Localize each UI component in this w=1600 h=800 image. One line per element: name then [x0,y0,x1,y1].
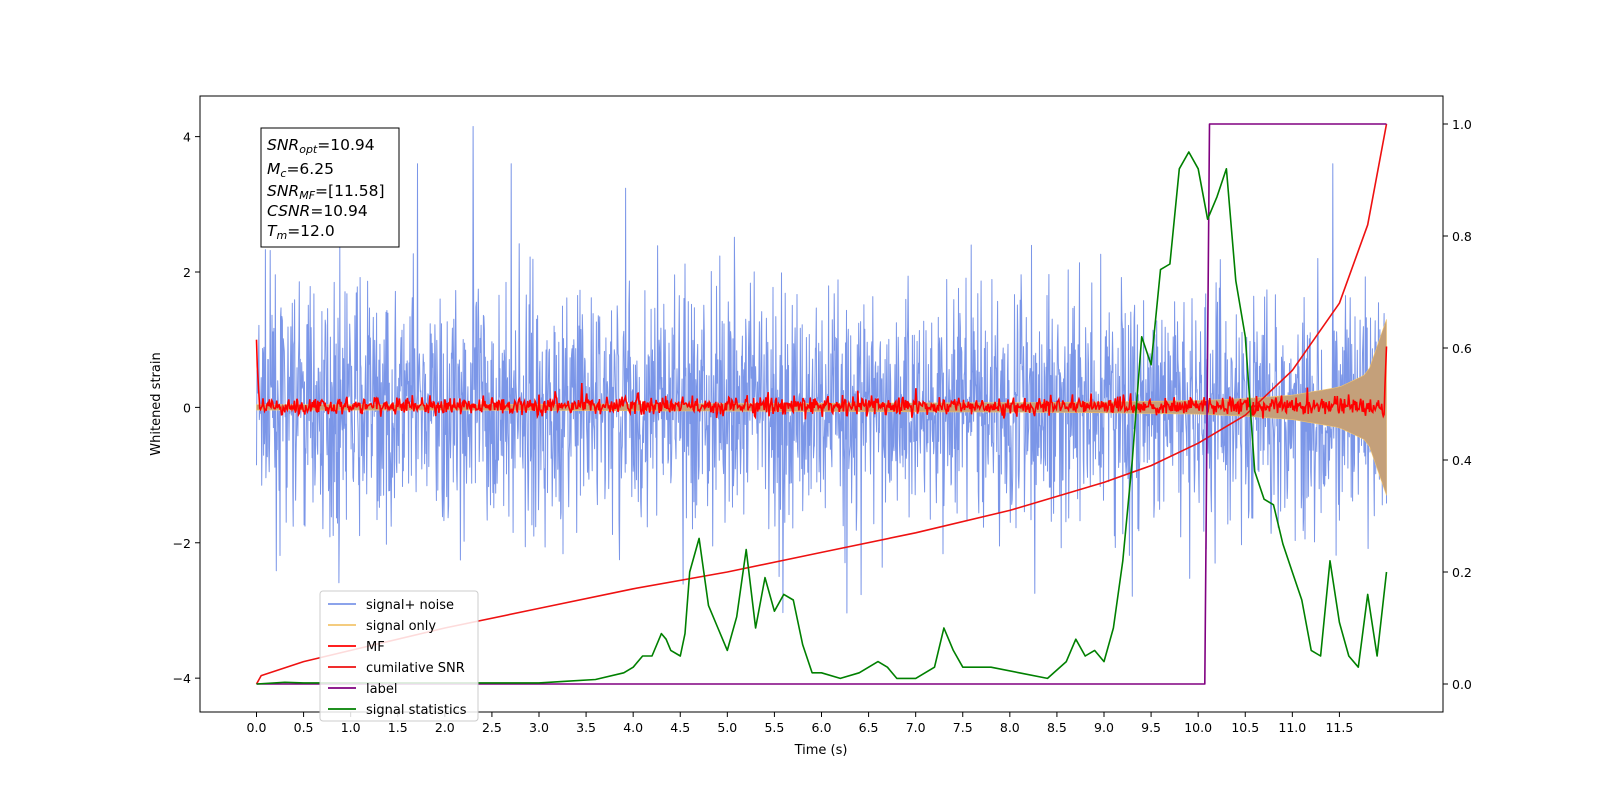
x-tick-label: 4.0 [623,720,643,735]
annotation-box: SNRopt=10.94 Mc=6.25 SNRMF=[11.58] CSNR=… [260,127,400,248]
x-tick-label: 3.5 [576,720,596,735]
annotation-snr-opt: SNRopt=10.94 [267,136,375,156]
x-tick-label: 5.0 [717,720,737,735]
x-tick-label: 8.0 [1000,720,1020,735]
legend-entry: MF [366,640,385,655]
x-tick-label: 8.5 [1047,720,1067,735]
x-tick-label: 1.0 [341,720,361,735]
y-tick-label: 2 [183,265,191,280]
y-axis-label: Whitened strain [149,352,164,455]
x-tick-label: 7.5 [953,720,973,735]
y2-tick-label: 0.4 [1452,453,1472,468]
legend-entry: cumilative SNR [366,661,465,676]
x-tick-label: 9.0 [1094,720,1114,735]
plot-area [255,123,1388,685]
x-tick-label: 0.0 [247,720,267,735]
y2-tick-label: 0.2 [1452,565,1472,580]
series-signal-statistics [256,151,1388,685]
legend-entry: signal statistics [366,703,467,718]
x-tick-label: 6.0 [812,720,832,735]
y-tick-label: −2 [173,536,191,551]
y-tick-label: 4 [183,130,191,145]
x-tick-label: 5.5 [764,720,784,735]
axis-ticks: 0.0 0.5 1.0 1.5 2.0 2.5 3.0 3.5 4.0 4.5 5.0 5.5 6.0 6… [173,117,1472,735]
series-mf [255,339,1388,420]
x-tick-label: 3.0 [529,720,549,735]
x-axis-label: Time (s) [794,743,848,758]
x-tick-label: 7.0 [906,720,926,735]
x-tick-label: 10.5 [1231,720,1259,735]
x-tick-label: 6.5 [859,720,879,735]
y2-tick-label: 0.0 [1452,677,1472,692]
annotation-snr-mf: SNRMF=[11.58] [267,182,385,202]
y-tick-label: 0 [183,400,191,415]
annotation-tm: Tm=12.0 [267,222,335,242]
x-tick-label: 9.5 [1141,720,1161,735]
legend-entry: signal only [366,619,436,634]
x-tick-label: 2.0 [435,720,455,735]
series-signal-noise [256,126,1387,614]
y2-tick-label: 0.8 [1452,229,1472,244]
x-tick-label: 11.0 [1278,720,1306,735]
y2-tick-label: 1.0 [1452,117,1472,132]
legend: signal+ noise signal only MF cumilative SNR… [319,590,479,722]
y2-tick-label: 0.6 [1452,341,1472,356]
y-tick-label: −4 [173,671,191,686]
annotation-csnr: CSNR=10.94 [267,202,368,220]
x-tick-label: 11.5 [1325,720,1353,735]
series-label [256,123,1387,685]
x-tick-label: 2.5 [482,720,502,735]
legend-entry: label [366,682,397,697]
x-tick-label: 10.0 [1184,720,1212,735]
annotation-mc: Mc=6.25 [267,160,334,180]
x-tick-label: 4.5 [670,720,690,735]
legend-entry: signal+ noise [366,598,454,613]
x-tick-label: 1.5 [388,720,408,735]
x-tick-label: 0.5 [294,720,314,735]
